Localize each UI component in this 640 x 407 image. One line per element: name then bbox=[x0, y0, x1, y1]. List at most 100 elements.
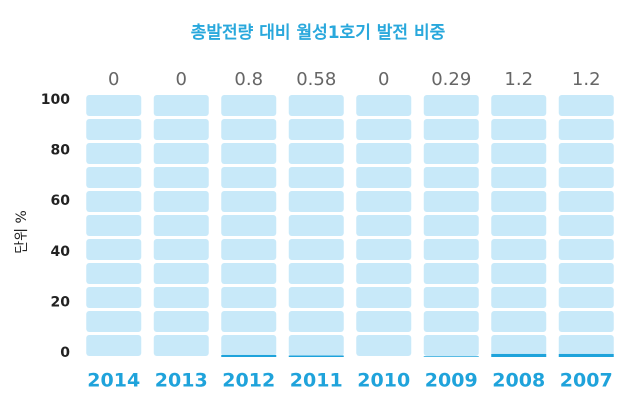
background-block bbox=[153, 263, 209, 284]
value-label: 0.8 bbox=[234, 69, 263, 90]
background-block bbox=[153, 191, 209, 212]
background-block bbox=[491, 143, 547, 164]
background-block bbox=[491, 335, 547, 356]
background-block bbox=[221, 191, 277, 212]
background-block bbox=[423, 239, 479, 260]
background-block bbox=[288, 191, 344, 212]
background-block bbox=[221, 335, 277, 356]
background-block bbox=[491, 95, 547, 116]
background-block bbox=[288, 95, 344, 116]
background-block bbox=[221, 263, 277, 284]
background-block bbox=[356, 119, 412, 140]
background-block bbox=[558, 335, 614, 356]
background-block bbox=[558, 311, 614, 332]
background-block bbox=[86, 311, 142, 332]
background-block bbox=[558, 143, 614, 164]
background-block bbox=[423, 167, 479, 188]
background-block bbox=[153, 239, 209, 260]
background-block bbox=[558, 119, 614, 140]
background-block bbox=[288, 167, 344, 188]
background-block bbox=[86, 119, 142, 140]
background-block bbox=[288, 335, 344, 356]
background-block bbox=[86, 263, 142, 284]
background-block bbox=[288, 119, 344, 140]
value-label: 1.2 bbox=[572, 69, 601, 90]
background-block bbox=[86, 239, 142, 260]
background-block bbox=[558, 239, 614, 260]
bar bbox=[423, 356, 479, 357]
x-tick-label: 2014 bbox=[87, 370, 140, 392]
background-block bbox=[491, 263, 547, 284]
background-block bbox=[491, 311, 547, 332]
x-tick-label: 2010 bbox=[357, 370, 410, 392]
background-block bbox=[558, 95, 614, 116]
x-tick-label: 2011 bbox=[290, 370, 343, 392]
bar bbox=[491, 353, 547, 357]
background-block bbox=[491, 215, 547, 236]
y-tick-label: 40 bbox=[51, 244, 71, 260]
background-block bbox=[491, 191, 547, 212]
background-block bbox=[423, 335, 479, 356]
background-block bbox=[356, 95, 412, 116]
background-block bbox=[153, 143, 209, 164]
background-block bbox=[221, 95, 277, 116]
background-block bbox=[423, 95, 479, 116]
background-block bbox=[491, 287, 547, 308]
background-block bbox=[153, 167, 209, 188]
background-block bbox=[558, 215, 614, 236]
background-block bbox=[356, 167, 412, 188]
background-block bbox=[221, 239, 277, 260]
value-label: 0 bbox=[176, 69, 187, 90]
background-block bbox=[491, 119, 547, 140]
background-block bbox=[288, 143, 344, 164]
background-block bbox=[288, 215, 344, 236]
background-block bbox=[356, 239, 412, 260]
background-block bbox=[221, 311, 277, 332]
y-axis-label: 단위 % bbox=[14, 210, 30, 254]
value-label: 0 bbox=[108, 69, 119, 90]
background-block bbox=[221, 119, 277, 140]
background-block bbox=[491, 167, 547, 188]
background-block bbox=[153, 335, 209, 356]
background-block bbox=[356, 143, 412, 164]
background-block bbox=[423, 287, 479, 308]
background-block bbox=[221, 167, 277, 188]
background-block bbox=[558, 191, 614, 212]
background-block bbox=[86, 287, 142, 308]
background-block bbox=[86, 143, 142, 164]
background-block bbox=[86, 191, 142, 212]
background-block bbox=[221, 287, 277, 308]
chart-title: 총발전량 대비 월성1호기 발전 비중 bbox=[191, 23, 446, 43]
background-block bbox=[356, 311, 412, 332]
background-block bbox=[221, 215, 277, 236]
background-block bbox=[423, 119, 479, 140]
background-block bbox=[356, 287, 412, 308]
background-block bbox=[288, 287, 344, 308]
x-tick-label: 2012 bbox=[222, 370, 275, 392]
background-block bbox=[86, 335, 142, 356]
y-tick-label: 20 bbox=[51, 294, 71, 310]
background-block bbox=[356, 263, 412, 284]
background-block bbox=[423, 215, 479, 236]
background-block bbox=[423, 191, 479, 212]
background-block bbox=[491, 239, 547, 260]
background-block bbox=[356, 191, 412, 212]
value-label: 0 bbox=[378, 69, 389, 90]
background-block bbox=[558, 287, 614, 308]
bar bbox=[288, 355, 344, 357]
background-block bbox=[153, 215, 209, 236]
value-label: 1.2 bbox=[504, 69, 533, 90]
value-label: 0.58 bbox=[296, 69, 336, 90]
background-block bbox=[153, 287, 209, 308]
background-block bbox=[221, 143, 277, 164]
background-block bbox=[288, 239, 344, 260]
x-tick-label: 2007 bbox=[560, 370, 613, 392]
y-tick-label: 0 bbox=[60, 345, 70, 361]
background-block bbox=[153, 119, 209, 140]
bar bbox=[558, 353, 614, 357]
y-tick-label: 80 bbox=[51, 143, 71, 159]
background-block bbox=[86, 215, 142, 236]
background-block bbox=[153, 95, 209, 116]
background-block bbox=[356, 335, 412, 356]
